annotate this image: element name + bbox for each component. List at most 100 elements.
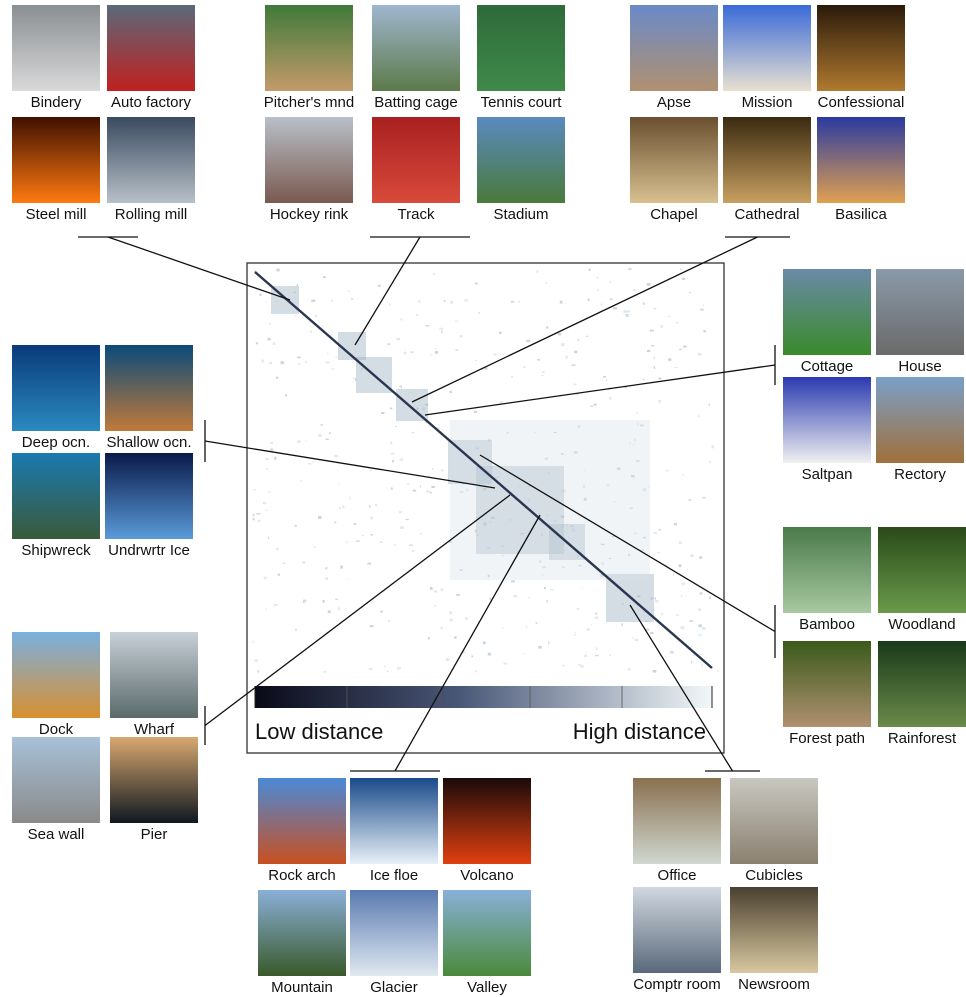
matrix-speck	[347, 290, 350, 292]
matrix-speck	[500, 545, 505, 548]
matrix-speck	[325, 361, 330, 364]
thumbnail	[783, 641, 871, 727]
matrix-speck	[509, 518, 511, 521]
matrix-speck	[370, 516, 374, 520]
thumb-label: Woodland	[888, 616, 955, 633]
matrix-speck	[682, 474, 684, 476]
matrix-speck	[486, 547, 491, 549]
matrix-speck	[380, 610, 383, 613]
matrix-speck	[375, 503, 378, 507]
thumb-label: Pier	[141, 826, 168, 843]
thumb-label: Chapel	[650, 206, 698, 223]
matrix-speck	[361, 535, 364, 537]
matrix-speck	[322, 599, 325, 603]
matrix-speck	[449, 611, 452, 615]
matrix-speck	[433, 590, 438, 593]
thumbnail	[878, 527, 966, 613]
matrix-speck	[448, 540, 452, 543]
matrix-speck	[491, 466, 494, 468]
thumb-label: Ice floe	[370, 867, 418, 884]
matrix-speck	[325, 567, 328, 570]
connector-line	[424, 364, 776, 416]
matrix-speck	[646, 349, 651, 353]
matrix-speck	[325, 438, 329, 441]
matrix-speck	[483, 487, 487, 491]
matrix-speck	[636, 595, 641, 598]
matrix-speck	[561, 524, 565, 528]
matrix-speck	[541, 533, 543, 537]
matrix-speck	[338, 482, 340, 484]
matrix-speck	[421, 407, 425, 411]
matrix-speck	[611, 535, 616, 537]
matrix-speck	[709, 461, 712, 464]
matrix-speck	[367, 562, 372, 565]
matrix-speck	[653, 366, 656, 369]
matrix-speck	[495, 477, 498, 479]
matrix-speck	[312, 546, 317, 548]
matrix-speck	[517, 485, 521, 488]
matrix-speck	[269, 323, 271, 325]
matrix-speck	[511, 375, 514, 378]
colorbar-bracket	[254, 686, 713, 708]
connector-line	[204, 440, 496, 489]
thumb-label: Rolling mill	[115, 206, 188, 223]
thumbnail	[265, 5, 353, 91]
matrix-speck	[325, 577, 329, 581]
matrix-speck	[609, 654, 611, 656]
matrix-speck	[493, 353, 497, 356]
matrix-speck	[629, 507, 633, 509]
matrix-speck	[642, 488, 647, 492]
matrix-speck	[681, 277, 686, 280]
thumb-label: Mountain	[271, 979, 333, 996]
thumb-label: Deep ocn.	[22, 434, 90, 451]
thumb-label: Batting cage	[374, 94, 457, 111]
matrix-speck	[625, 314, 629, 317]
matrix-speck	[527, 498, 531, 502]
thumb-label: Wharf	[134, 721, 175, 738]
matrix-speck	[584, 469, 586, 471]
matrix-speck	[267, 337, 271, 341]
connector-line	[394, 514, 541, 772]
matrix-speck	[560, 343, 565, 347]
matrix-speck	[609, 298, 613, 301]
matrix-speck	[678, 564, 682, 568]
matrix-speck	[389, 407, 393, 410]
matrix-block	[396, 389, 428, 421]
matrix-speck	[679, 348, 682, 351]
thumbnail	[876, 269, 964, 355]
matrix-speck	[331, 368, 335, 370]
matrix-speck	[475, 446, 479, 450]
matrix-speck	[387, 620, 391, 623]
thumb-label: Sea wall	[28, 826, 85, 843]
matrix-speck	[626, 310, 630, 313]
matrix-speck	[299, 480, 303, 482]
matrix-speck	[425, 403, 429, 406]
matrix-speck	[565, 355, 568, 359]
matrix-speck	[654, 597, 657, 600]
matrix-speck	[702, 496, 706, 499]
matrix-speck	[513, 594, 518, 598]
matrix-speck	[432, 272, 436, 275]
matrix-speck	[633, 289, 636, 292]
matrix-speck	[296, 356, 301, 359]
matrix-speck	[475, 359, 477, 361]
connectors	[78, 236, 790, 772]
matrix-speck	[454, 320, 459, 322]
matrix-band	[450, 420, 650, 580]
thumbnail	[443, 778, 531, 864]
matrix-speck	[693, 654, 695, 656]
matrix-speck	[259, 293, 262, 296]
matrix-speck	[546, 599, 548, 603]
matrix-speck	[577, 555, 579, 558]
matrix-speck	[484, 367, 488, 370]
matrix-speck	[520, 532, 524, 535]
matrix-speck	[406, 483, 410, 485]
matrix-speck	[511, 508, 513, 510]
distance-matrix	[246, 262, 725, 754]
matrix-speck	[318, 515, 322, 519]
matrix-speck	[672, 572, 675, 576]
matrix-speck	[680, 595, 683, 598]
thumbnail	[372, 117, 460, 203]
matrix-speck	[496, 476, 500, 479]
matrix-speck	[538, 645, 542, 649]
